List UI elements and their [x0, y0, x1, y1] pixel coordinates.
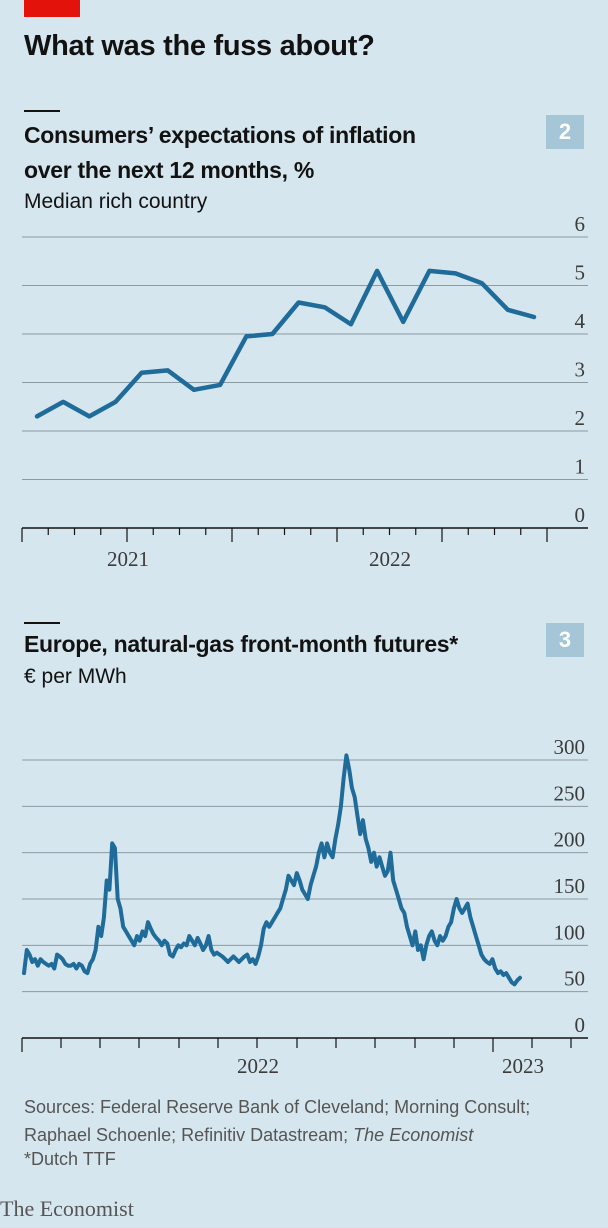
chart2-title-line2: over the next 12 months, %	[24, 157, 314, 183]
economist-red-tab	[24, 0, 80, 17]
chart2-ytick-label: 2	[575, 406, 586, 430]
chart3-ytick-label: 0	[575, 1013, 586, 1037]
chart3-title: Europe, natural-gas front-month futures*	[24, 631, 458, 657]
chart3-series-line	[22, 753, 522, 987]
page-title: What was the fuss about?	[24, 30, 375, 62]
sources-note: Sources: Federal Reserve Bank of Clevela…	[24, 1093, 594, 1149]
chart3-ytick-label: 250	[554, 781, 586, 805]
chart2-badge: 2	[546, 115, 584, 149]
chart2-rule	[24, 110, 60, 112]
chart2-ytick-label: 3	[575, 358, 586, 382]
chart3-ytick-label: 200	[554, 828, 586, 852]
chart3-ytick-label: 300	[554, 735, 586, 759]
chart3-x-label: 2023	[502, 1054, 544, 1078]
chart3-x-label: 2022	[237, 1054, 279, 1078]
chart3-ytick-label: 150	[554, 874, 586, 898]
chart2-x-label: 2021	[107, 547, 149, 571]
chart2-ytick-label: 4	[575, 309, 586, 333]
chart2-x-label: 2022	[369, 547, 411, 571]
chart2-ytick-label: 1	[575, 455, 586, 479]
chart2-svg: 0 1 2 3 4 5 6 2021 2022	[21, 212, 588, 571]
chart3-svg: 0 50 100 150 200 250 300 2022 2023	[21, 735, 588, 1078]
chart2-subtitle: Median rich country	[24, 190, 208, 213]
chart2-ytick-label: 6	[575, 212, 586, 236]
chart2-ytick-label: 0	[575, 503, 586, 527]
sources-text: Sources: Federal Reserve Bank of Clevela…	[24, 1097, 531, 1145]
chart3-subtitle: € per MWh	[24, 665, 127, 688]
economist-logo-text: The Economist	[0, 1196, 134, 1221]
chart3-ytick-label: 100	[554, 920, 586, 944]
chart3-rule	[24, 622, 60, 624]
sources-economist: The Economist	[353, 1125, 474, 1145]
footnote: *Dutch TTF	[24, 1149, 116, 1169]
chart2-title-line1: Consumers’ expectations of inflation	[24, 122, 416, 148]
chart2-ytick-label: 5	[575, 261, 586, 285]
chart2-series-line	[34, 268, 537, 419]
chart3-ytick-label: 50	[564, 967, 585, 991]
chart3-badge: 3	[546, 623, 584, 657]
chart2-title: Consumers’ expectations of inflation ove…	[24, 118, 416, 188]
